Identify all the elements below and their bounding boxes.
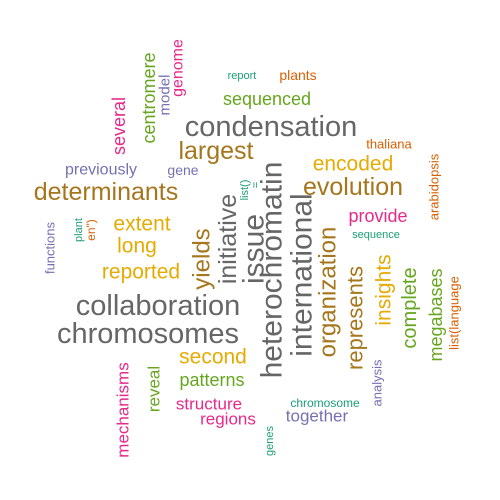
word-evolution: evolution — [303, 173, 403, 201]
word-megabases: megabases — [426, 268, 446, 361]
word-heterochromatin: heterochromatin — [256, 162, 289, 379]
word-sequence: sequence — [352, 229, 400, 241]
word-list: list() — [239, 180, 251, 201]
word-long: long — [117, 235, 157, 258]
word-reported: reported — [102, 261, 180, 284]
word-represents: represents — [343, 266, 368, 370]
word-thaliana: thaliana — [366, 137, 412, 152]
word-mechanisms: mechanisms — [114, 362, 133, 457]
word-plant: plant — [73, 218, 85, 242]
word-genes: genes — [264, 426, 276, 456]
word-arabidopsis: arabidopsis — [427, 153, 442, 220]
word-initiative: initiative — [214, 194, 242, 284]
word-gene: gene — [167, 162, 198, 178]
word-international: international — [286, 193, 319, 356]
word-largest: largest — [178, 137, 253, 165]
word-centromere: centromere — [139, 52, 159, 143]
word-regions: regions — [200, 410, 256, 429]
word-provide: provide — [348, 206, 407, 226]
word-insights: insights — [373, 254, 396, 325]
word-several: several — [109, 97, 129, 155]
word-previously: previously — [65, 162, 137, 179]
word-issue: issue — [238, 214, 271, 284]
word-list-language: list(language — [447, 276, 462, 350]
word-yields: yields — [189, 228, 216, 289]
word-encoded: encoded — [313, 153, 394, 176]
word-collaboration: collaboration — [76, 290, 240, 322]
word-condensation: condensation — [185, 111, 358, 143]
word-determinants: determinants — [34, 178, 179, 206]
word-complete: complete — [399, 267, 421, 348]
word-analysis: analysis — [370, 359, 385, 406]
word-symbol: = — [250, 182, 262, 188]
word-model: model — [157, 75, 174, 116]
word-functions: functions — [43, 221, 58, 274]
word-reveal: reveal — [145, 366, 164, 412]
word-together: together — [286, 407, 349, 426]
word-en: en") — [84, 219, 98, 241]
word-extent: extent — [113, 213, 170, 236]
word-genome: genome — [170, 39, 187, 97]
word-second: second — [179, 346, 247, 369]
word-sequenced: sequenced — [223, 89, 311, 109]
word-patterns: patterns — [179, 370, 244, 390]
word-structure: structure — [176, 395, 242, 414]
word-organization: organization — [315, 227, 342, 358]
word-chromosomes: chromosomes — [57, 318, 239, 350]
word-report: report — [228, 70, 257, 82]
word-chromosome: chromosome — [290, 396, 360, 410]
word-plants: plants — [279, 67, 316, 83]
